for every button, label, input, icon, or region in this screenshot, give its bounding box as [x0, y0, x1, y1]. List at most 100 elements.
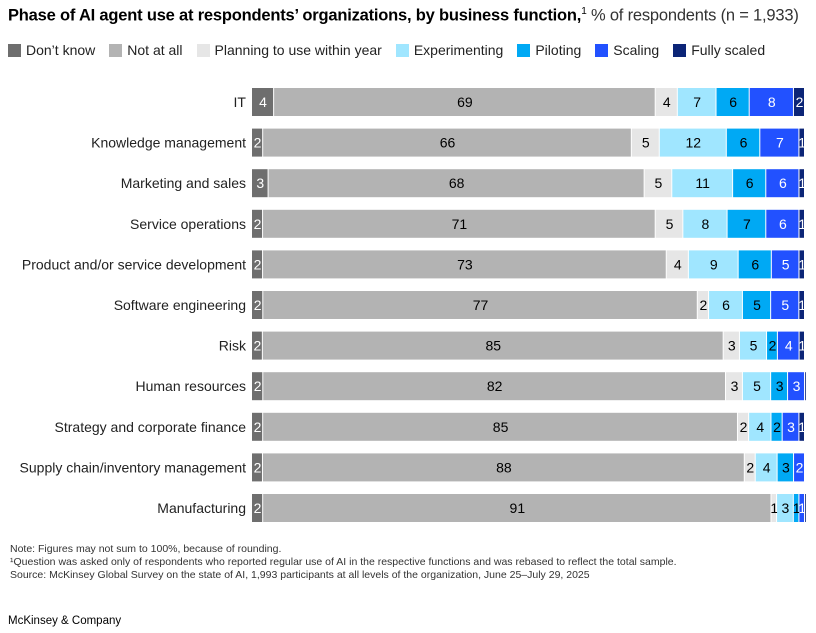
- data-label: 3: [782, 459, 790, 475]
- bar-segment: [252, 494, 263, 522]
- bar-segment: [655, 209, 683, 238]
- category-label: Risk: [219, 338, 247, 354]
- legend-label: Don’t know: [26, 42, 96, 58]
- legend-swatch: [595, 43, 609, 57]
- bar-segment: [252, 88, 274, 116]
- data-label: 3: [793, 378, 801, 394]
- data-label: 85: [485, 338, 501, 354]
- bar-segment: [760, 128, 799, 157]
- chart-subtitle: % of respondents (n = 1,933): [590, 6, 799, 25]
- data-label: 1: [798, 500, 806, 516]
- legend-label: Fully scaled: [691, 42, 766, 58]
- bar-segment: [263, 250, 666, 279]
- data-label: 91: [510, 500, 526, 516]
- category-label: Knowledge management: [91, 135, 246, 151]
- bar-segment: [793, 494, 799, 522]
- source: Source: McKinsey Global Survey on the st…: [10, 569, 590, 581]
- data-label: 3: [731, 378, 739, 394]
- bar-segment: [788, 372, 804, 401]
- bar-segment: [655, 88, 677, 116]
- bar-segment: [771, 412, 782, 441]
- data-label: 2: [254, 500, 262, 516]
- legend-item: Not at all: [109, 42, 183, 58]
- bar-segment: [252, 250, 263, 279]
- legend-label: Piloting: [535, 42, 582, 58]
- data-label: 5: [655, 175, 663, 191]
- legend-label: Experimenting: [413, 42, 504, 58]
- bar-segment: [766, 209, 799, 238]
- bar-segment: [268, 169, 644, 198]
- bar-segment: [738, 250, 771, 279]
- bar-segment: [252, 453, 262, 482]
- data-label: 2: [796, 94, 804, 110]
- category-label: Supply chain/inventory management: [20, 459, 247, 475]
- data-label: 11: [695, 175, 710, 191]
- bar-segment: [252, 128, 263, 157]
- bar-segment: [709, 291, 742, 319]
- data-label: 6: [729, 94, 737, 110]
- data-label: 4: [763, 459, 771, 475]
- data-label: 3: [728, 338, 736, 354]
- bar-segment: [799, 494, 804, 522]
- bar-segment: [799, 250, 804, 279]
- data-label: 1: [798, 135, 806, 151]
- data-label: 5: [666, 216, 674, 232]
- data-label: 5: [781, 297, 789, 313]
- category-label: Manufacturing: [157, 500, 246, 516]
- data-label: 6: [751, 256, 759, 272]
- data-label: 9: [710, 256, 718, 272]
- data-label: 4: [663, 94, 671, 110]
- bar-segment: [799, 169, 804, 198]
- legend-swatch: [196, 43, 210, 57]
- bar-segment: [767, 331, 777, 360]
- bar-segment: [726, 372, 742, 401]
- bar-segment: [263, 128, 631, 157]
- data-label: 82: [487, 378, 503, 394]
- data-label: 8: [702, 216, 710, 232]
- data-label: 2: [254, 419, 262, 435]
- data-label: 6: [779, 175, 787, 191]
- bar-segment: [252, 291, 263, 319]
- legend-item: Fully scaled: [673, 42, 765, 58]
- bar-segment: [688, 250, 738, 279]
- bar-segment: [799, 209, 804, 238]
- bar-segment: [252, 169, 268, 198]
- legend-label: Planning to use within year: [214, 42, 382, 58]
- bar-segment: [799, 128, 804, 157]
- bar-segment: [644, 169, 672, 198]
- chart-title: Phase of AI agent use at respondents’ or…: [8, 6, 799, 25]
- data-label: 2: [254, 459, 262, 475]
- category-label: Service operations: [130, 216, 246, 232]
- legend-item: Don’t know: [8, 42, 95, 58]
- bar-segment: [805, 372, 806, 401]
- data-label: 2: [700, 297, 708, 313]
- data-label: 12: [685, 135, 701, 151]
- bar-segment: [755, 453, 777, 482]
- bar-segment: [262, 453, 744, 482]
- data-label: 3: [782, 500, 790, 516]
- bar-segment: [683, 209, 727, 238]
- bar-segment: [799, 291, 804, 319]
- notes: Note: Figures may not sum to 100%, becau…: [10, 543, 677, 582]
- data-label: 2: [740, 419, 748, 435]
- data-label: 6: [740, 135, 748, 151]
- data-label: 3: [256, 175, 264, 191]
- data-label: 2: [254, 378, 262, 394]
- bar-segment: [716, 88, 749, 116]
- legend-swatch: [517, 43, 531, 57]
- category-label: IT: [234, 94, 247, 110]
- data-label: 7: [693, 94, 701, 110]
- bar-segment: [799, 331, 804, 360]
- bar-segment: [793, 88, 804, 116]
- bar-segment: [771, 372, 788, 401]
- legend-swatch: [673, 43, 687, 57]
- data-label: 71: [452, 216, 468, 232]
- bar-segment: [766, 169, 799, 198]
- bar-segment: [737, 412, 749, 441]
- bar-segment: [777, 494, 793, 522]
- bar-segment: [805, 494, 806, 522]
- legend-label: Not at all: [127, 42, 183, 58]
- data-label: 7: [743, 216, 751, 232]
- bar-segment: [263, 209, 655, 238]
- bar-segment: [782, 412, 799, 441]
